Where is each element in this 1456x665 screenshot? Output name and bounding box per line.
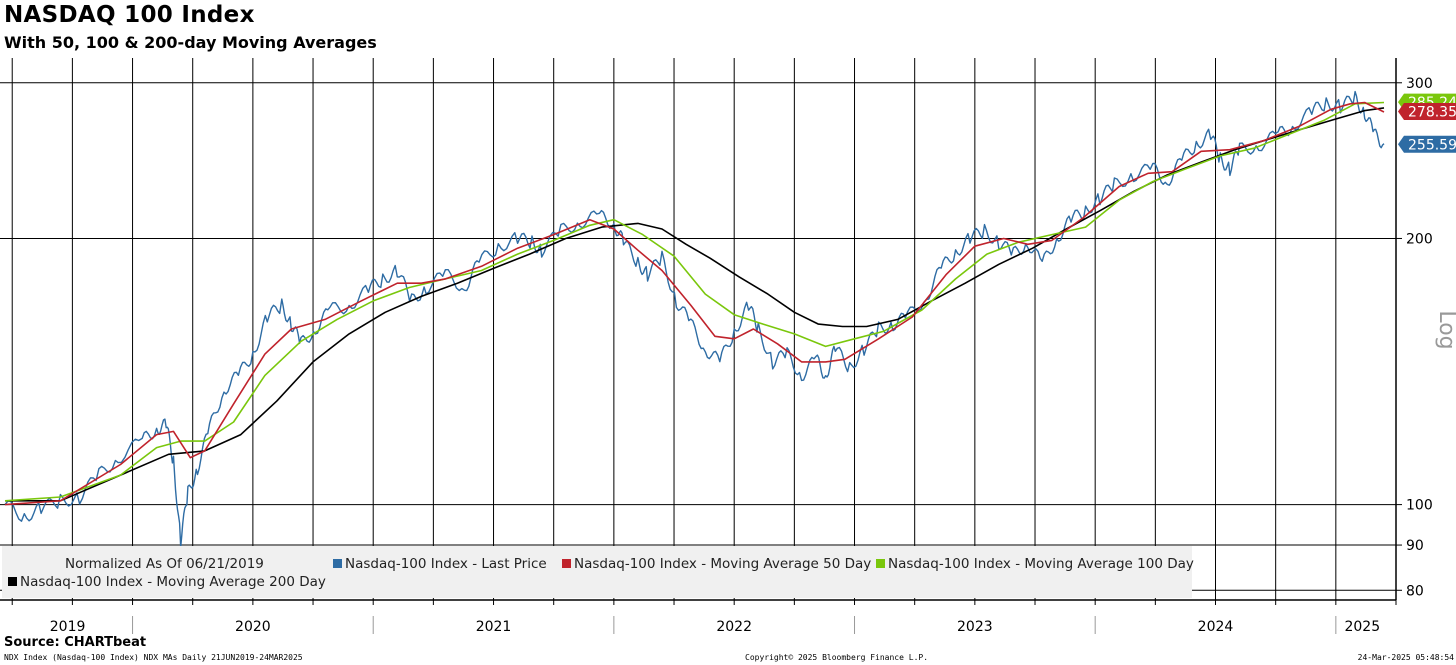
footer-description: NDX Index (Nasdaq-100 Index) NDX MAs Dai…: [4, 653, 303, 662]
legend-item-ma100: Nasdaq-100 Index - Moving Average 100 Da…: [876, 556, 1194, 572]
series-lines: [4, 90, 1385, 548]
legend-label-last-price: Nasdaq-100 Index - Last Price: [345, 556, 547, 572]
x-tick-label: 2023: [957, 619, 993, 635]
x-tick-label: 2025: [1344, 619, 1380, 635]
legend-label-ma200: Nasdaq-100 Index - Moving Average 200 Da…: [20, 574, 326, 590]
last-value-tag-ma50: 278.35: [1398, 103, 1456, 121]
x-tick-label: 2020: [235, 619, 271, 635]
series-line-ma200: [5, 107, 1385, 502]
x-tick-label: 2024: [1198, 619, 1234, 635]
y-tick-label: 200: [1406, 231, 1433, 247]
legend: Normalized As Of 06/21/2019 Nasdaq-100 I…: [2, 546, 1194, 598]
legend-swatch-last-price: [333, 559, 342, 568]
legend-item-ma200: Nasdaq-100 Index - Moving Average 200 Da…: [8, 574, 326, 590]
chart-title: NASDAQ 100 Index: [4, 2, 255, 28]
legend-label-ma50: Nasdaq-100 Index - Moving Average 50 Day: [574, 556, 872, 572]
series-line-ma100: [4, 101, 1385, 502]
y-tick-label: 80: [1406, 583, 1424, 599]
y-axis-label: Log: [1434, 310, 1456, 349]
x-tick-label: 2021: [476, 619, 512, 635]
tag-background: [1398, 135, 1456, 153]
series-line-ma50: [4, 101, 1385, 506]
y-tick-label: 300: [1406, 76, 1433, 92]
legend-swatch-ma100: [876, 559, 885, 568]
series-line-last-price: [4, 90, 1385, 548]
footer-timestamp: 24-Mar-2025 05:48:54: [1357, 653, 1454, 662]
chart-subtitle: With 50, 100 & 200-day Moving Averages: [4, 33, 377, 52]
legend-swatch-ma50: [562, 559, 571, 568]
y-tick-label: 100: [1406, 498, 1433, 514]
grid: [0, 58, 1397, 600]
plot-background: [5, 58, 1396, 599]
tag-value: 255.59: [1408, 137, 1456, 153]
y-axis-ticks: 80 90 100 200 300: [1396, 76, 1433, 599]
last-value-tag-last-price: 255.59: [1398, 135, 1456, 153]
source-note: Source: CHARTbeat: [4, 635, 147, 650]
legend-note: Normalized As Of 06/21/2019: [65, 556, 264, 572]
x-tick-label: 2019: [50, 619, 86, 635]
x-axis-labels: 2019 2020 2021 2022 2023 2024 2025: [11, 600, 1397, 635]
legend-item-ma50: Nasdaq-100 Index - Moving Average 50 Day: [562, 556, 871, 572]
footer-copyright: Copyright© 2025 Bloomberg Finance L.P.: [745, 653, 929, 662]
legend-swatch-ma200: [8, 577, 17, 586]
x-tick-label: 2022: [716, 619, 752, 635]
legend-item-last-price: Nasdaq-100 Index - Last Price: [333, 556, 547, 572]
tag-value: 278.35: [1408, 105, 1456, 121]
y-tick-label: 90: [1406, 538, 1424, 554]
tag-background: [1398, 103, 1456, 121]
legend-label-ma100: Nasdaq-100 Index - Moving Average 100 Da…: [888, 556, 1194, 572]
